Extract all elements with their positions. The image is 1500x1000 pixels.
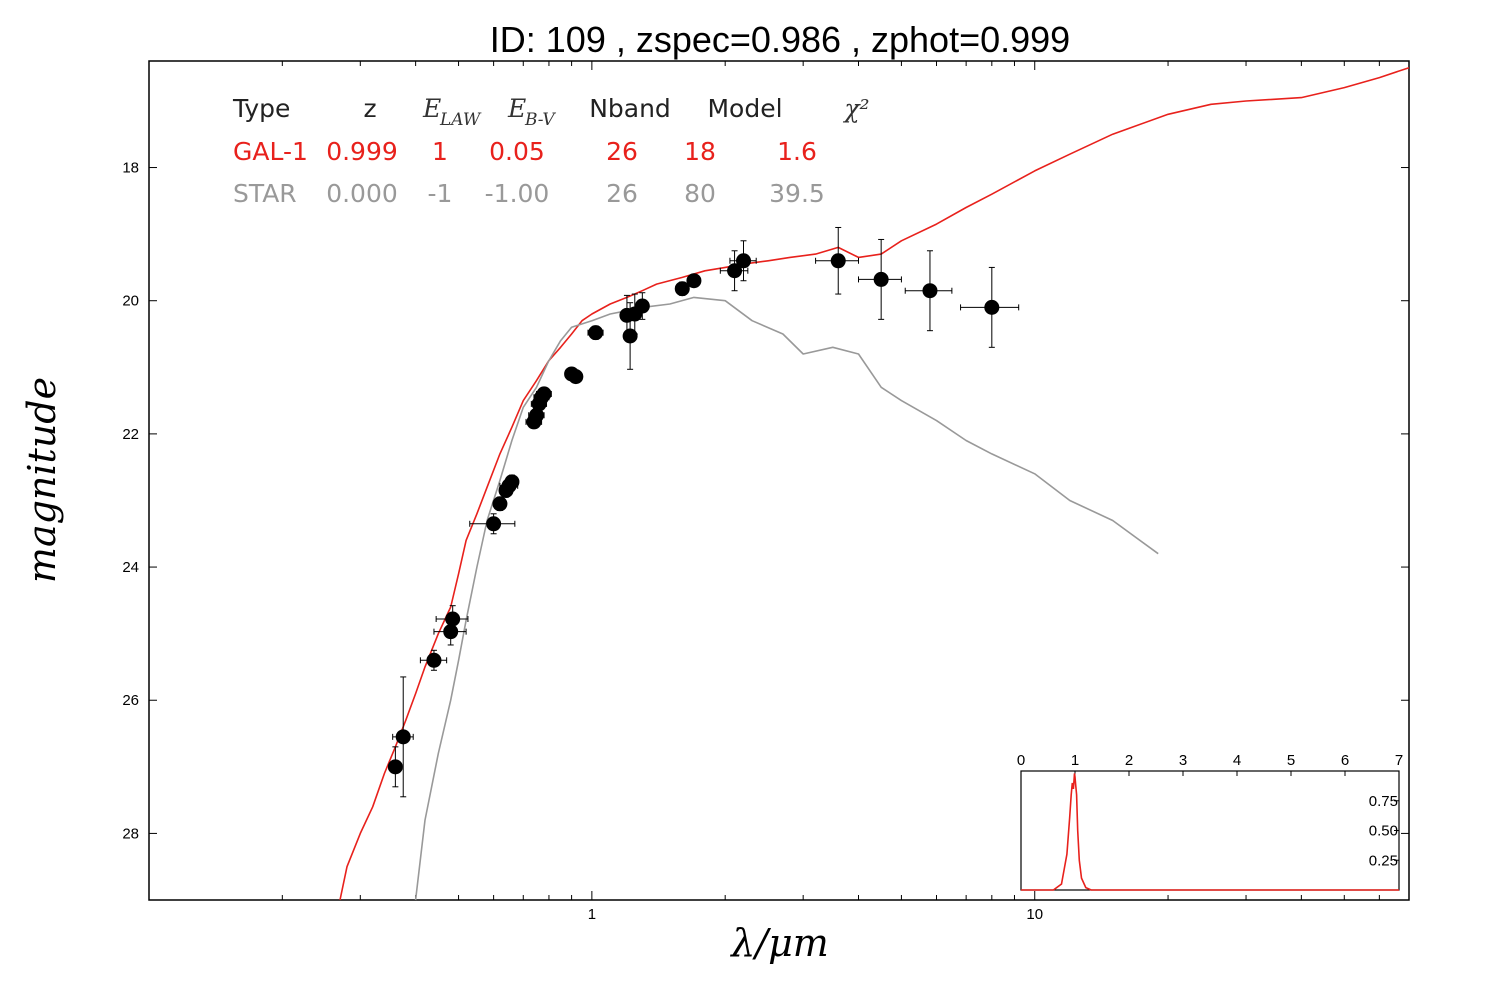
legend-header-cell: Model	[707, 94, 782, 123]
data-marker	[686, 273, 702, 289]
inset-y-tick-label: 0.50	[1369, 823, 1398, 840]
data-marker	[727, 263, 743, 279]
data-marker	[984, 299, 1000, 315]
data-point	[536, 386, 552, 402]
data-marker	[426, 652, 442, 668]
data-point	[504, 474, 520, 490]
inset-x-tick-label: 2	[1125, 752, 1133, 769]
data-marker	[622, 328, 638, 344]
data-point	[492, 496, 508, 512]
y-tick-label: 24	[122, 559, 139, 576]
data-point	[904, 250, 953, 332]
inset-pdf-curve	[1021, 773, 1399, 891]
inset-frame	[1020, 770, 1400, 891]
data-point	[634, 292, 650, 320]
data-marker	[504, 474, 520, 490]
legend-cell: 0.999	[326, 137, 398, 166]
data-point	[568, 369, 584, 385]
data-marker	[568, 369, 584, 385]
data-point	[857, 238, 902, 320]
data-marker	[445, 611, 461, 627]
legend-header-subscript: B-V	[524, 110, 556, 130]
legend-header-cell: E	[507, 94, 526, 123]
y-tick-label: 18	[122, 160, 139, 177]
data-marker	[443, 624, 459, 640]
legend-cell: 1	[432, 137, 448, 166]
data-marker	[395, 729, 411, 745]
x-axis-label: λ/μm	[729, 921, 829, 965]
legend-cell: 18	[684, 137, 716, 166]
data-point	[587, 325, 604, 341]
inset-x-tick-label: 6	[1341, 752, 1349, 769]
data-point	[686, 273, 702, 289]
legend-cell: 0.000	[326, 179, 398, 208]
legend-cell: 80	[684, 179, 716, 208]
data-point	[528, 407, 545, 423]
legend-header-cell: Nband	[589, 94, 671, 123]
data-marker	[536, 386, 552, 402]
legend-header-cell: Type	[232, 94, 290, 123]
data-marker	[830, 253, 846, 269]
legend-cell: 1.6	[777, 137, 817, 166]
legend-cell: -1.00	[485, 179, 550, 208]
legend-header-subscript: LAW	[439, 110, 482, 130]
data-marker	[873, 271, 889, 287]
legend-cell: 0.05	[489, 137, 545, 166]
data-marker	[387, 759, 403, 775]
data-point	[674, 281, 690, 297]
data-marker	[922, 283, 938, 299]
data-marker	[486, 516, 502, 532]
inset-x-tick-label: 4	[1233, 752, 1241, 769]
legend-cell: GAL-1	[233, 137, 308, 166]
inset-x-tick-label: 7	[1395, 752, 1403, 769]
inset-x-tick-label: 0	[1017, 752, 1025, 769]
legend-cell: 26	[606, 137, 638, 166]
data-point	[392, 676, 414, 798]
data-marker	[492, 496, 508, 512]
inset-x-tick-label: 5	[1287, 752, 1295, 769]
data-point	[419, 649, 448, 671]
redshift-pdf-inset: 0 1 2 3 4 5 6 7 0.25 0.50 0.75	[1017, 752, 1403, 891]
inset-x-tick-label: 1	[1071, 752, 1079, 769]
y-tick-label: 26	[122, 692, 139, 709]
x-tick-label: 10	[1026, 906, 1043, 923]
legend-header-cell: z	[363, 94, 376, 123]
data-point	[960, 266, 1020, 348]
y-axis-label: magnitude	[20, 377, 64, 583]
data-point	[435, 605, 469, 633]
inset-y-tick-label: 0.75	[1369, 793, 1398, 810]
series-layer	[339, 66, 1410, 901]
data-marker	[588, 325, 604, 341]
data-point	[387, 746, 403, 788]
legend-cell: STAR	[233, 179, 297, 208]
data-point	[729, 240, 757, 282]
inset-y-tick-label: 0.25	[1369, 852, 1398, 869]
inset-x-tick-label: 3	[1179, 752, 1187, 769]
x-tick-label: 1	[588, 906, 596, 923]
legend-cell: 26	[606, 179, 638, 208]
data-point	[719, 250, 749, 292]
data-marker	[529, 407, 545, 423]
y-tick-label: 22	[122, 426, 139, 443]
legend-header-cell: χ²	[842, 94, 869, 123]
data-point	[815, 226, 859, 295]
legend-cell: 39.5	[769, 179, 825, 208]
y-tick-label: 28	[122, 825, 139, 842]
legend-header-cell: E	[422, 94, 441, 123]
legend-cell: -1	[428, 179, 453, 208]
data-point	[469, 513, 516, 535]
data-marker	[634, 298, 650, 314]
chart-title: ID: 109 , zspec=0.986 , zphot=0.999	[490, 19, 1070, 60]
plot-frame	[148, 60, 1410, 901]
data-marker	[674, 281, 690, 297]
y-tick-label: 20	[122, 293, 139, 310]
data-marker	[736, 253, 752, 269]
